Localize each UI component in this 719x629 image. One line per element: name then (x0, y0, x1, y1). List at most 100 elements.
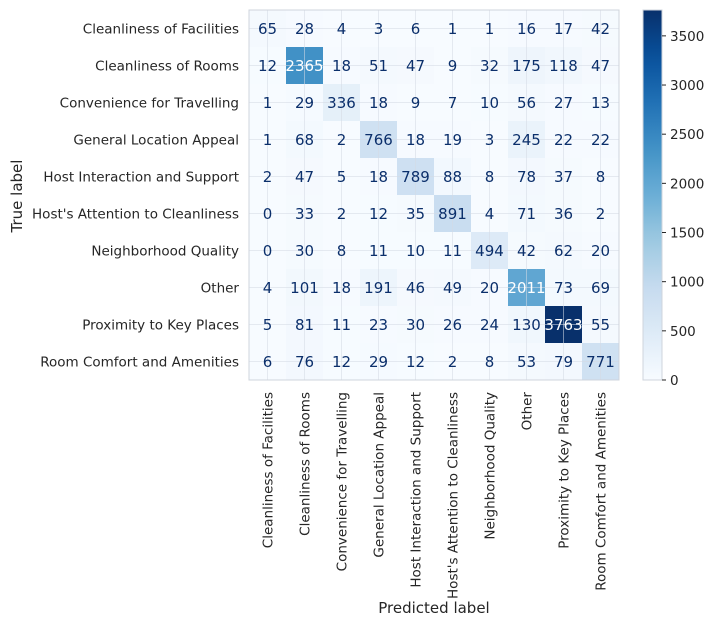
cell-value-label: 20 (591, 242, 610, 260)
cell-value-label: 49 (443, 279, 462, 297)
cell-value-label: 11 (369, 242, 388, 260)
colorbar-tick-label: 500 (670, 324, 696, 340)
cell-value-label: 17 (554, 20, 573, 38)
x-tick-label-convenience-for-travelling: Convenience for Travelling (335, 392, 351, 571)
x-tick-label-general-location-appeal: General Location Appeal (372, 392, 388, 558)
cell-value-label: 336 (327, 94, 356, 112)
cell-value-label: 71 (517, 205, 536, 223)
cell-value-label: 81 (295, 316, 314, 334)
y-tick-label-general-location-appeal: General Location Appeal (73, 133, 239, 149)
cell-value-label: 30 (295, 242, 314, 260)
cell-value-label: 68 (295, 131, 314, 149)
cell-value-label: 8 (485, 353, 495, 371)
cell-value-label: 23 (369, 316, 388, 334)
cell-value-label: 47 (406, 57, 425, 75)
colorbar-gradient (642, 9, 663, 381)
cell-value-label: 6 (263, 353, 273, 371)
cell-value-label: 5 (337, 168, 347, 186)
colorbar-tick-label: 2000 (670, 176, 704, 192)
cell-value-label: 0 (263, 242, 273, 260)
y-tick-label-host-interaction-and-support: Host Interaction and Support (43, 170, 239, 186)
cell-value-label: 10 (480, 94, 499, 112)
cell-value-label: 42 (517, 242, 536, 260)
y-tick-labels: Cleanliness of Facilities Cleanliness of … (32, 22, 239, 371)
cell-value-label: 3763 (544, 316, 582, 334)
x-tick-label-other: Other (520, 392, 536, 431)
y-tick-label-convenience-for-travelling: Convenience for Travelling (60, 96, 239, 112)
cell-value-label: 7 (448, 94, 458, 112)
y-tick-label-cleanliness-of-facilities: Cleanliness of Facilities (83, 22, 239, 38)
cell-value-label: 35 (406, 205, 425, 223)
cell-value-label: 191 (364, 279, 393, 297)
colorbar-tick-label: 2500 (670, 127, 704, 143)
cell-value-label: 29 (295, 94, 314, 112)
cell-value-label: 33 (295, 205, 314, 223)
cell-value-label: 30 (406, 316, 425, 334)
cell-value-label: 1 (263, 94, 273, 112)
cell-value-label: 0 (263, 205, 273, 223)
cell-value-label: 8 (337, 242, 347, 260)
cell-value-label: 18 (406, 131, 425, 149)
y-tick-label-host-s-attention-to-cleanliness: Host's Attention to Cleanliness (32, 207, 239, 223)
cell-value-label: 22 (554, 131, 573, 149)
cell-value-label: 47 (591, 57, 610, 75)
x-axis-label: Predicted label (378, 599, 489, 617)
cell-value-label: 42 (591, 20, 610, 38)
cell-value-label: 4 (337, 20, 347, 38)
y-tick-label-other: Other (201, 281, 240, 297)
y-tick-label-cleanliness-of-rooms: Cleanliness of Rooms (95, 59, 239, 75)
x-tick-label-host-s-attention-to-cleanliness: Host's Attention to Cleanliness (446, 392, 462, 599)
cell-value-label: 51 (369, 57, 388, 75)
cell-value-label: 76 (295, 353, 314, 371)
cell-value-label: 73 (554, 279, 573, 297)
cell-value-label: 8 (485, 168, 495, 186)
cell-value-label: 88 (443, 168, 462, 186)
cell-value-label: 12 (332, 353, 351, 371)
x-tick-label-cleanliness-of-facilities: Cleanliness of Facilities (261, 392, 277, 548)
cell-value-label: 19 (443, 131, 462, 149)
cell-value-label: 1 (263, 131, 273, 149)
cell-value-label: 32 (480, 57, 499, 75)
cell-value-label: 22 (591, 131, 610, 149)
cell-value-label: 1 (448, 20, 458, 38)
colorbar-tick-label: 3500 (670, 29, 704, 45)
cell-value-label: 245 (512, 131, 541, 149)
cell-value-label: 101 (290, 279, 319, 297)
cell-value-label: 36 (554, 205, 573, 223)
cell-value-label: 130 (512, 316, 541, 334)
cell-value-label: 9 (411, 94, 421, 112)
cell-value-label: 2365 (285, 57, 323, 75)
x-tick-label-proximity-to-key-places: Proximity to Key Places (557, 392, 573, 549)
cell-value-label: 18 (332, 279, 351, 297)
cell-value-label: 46 (406, 279, 425, 297)
cell-value-label: 2 (337, 205, 347, 223)
cell-value-label: 2011 (507, 279, 545, 297)
cell-value-label: 2 (337, 131, 347, 149)
colorbar: 0 500 1000 1500 2000 2500 3000 3500 (642, 9, 704, 389)
cell-value-label: 18 (369, 94, 388, 112)
cell-value-label: 12 (369, 205, 388, 223)
cell-value-label: 18 (369, 168, 388, 186)
cell-value-label: 26 (443, 316, 462, 334)
y-tick-label-proximity-to-key-places: Proximity to Key Places (82, 318, 239, 334)
cell-value-label: 9 (448, 57, 458, 75)
y-axis-label: True label (8, 160, 26, 234)
x-tick-label-neighborhood-quality: Neighborhood Quality (483, 392, 499, 540)
cell-value-label: 6 (411, 20, 421, 38)
cell-value-label: 789 (401, 168, 430, 186)
cell-value-label: 79 (554, 353, 573, 371)
cell-value-label: 771 (586, 353, 615, 371)
y-tick-label-neighborhood-quality: Neighborhood Quality (91, 244, 239, 260)
cell-value-label: 29 (369, 353, 388, 371)
cell-value-label: 16 (517, 20, 536, 38)
cell-value-label: 56 (517, 94, 536, 112)
x-tick-label-host-interaction-and-support: Host Interaction and Support (409, 392, 425, 588)
cell-value-label: 5 (263, 316, 273, 334)
cell-value-label: 494 (475, 242, 504, 260)
cell-value-label: 118 (549, 57, 578, 75)
cell-value-label: 37 (554, 168, 573, 186)
cell-value-label: 53 (517, 353, 536, 371)
x-tick-label-room-comfort-and-amenities: Room Comfort and Amenities (594, 392, 610, 591)
